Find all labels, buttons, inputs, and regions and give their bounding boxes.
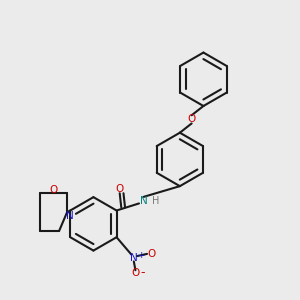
Text: O: O [50,185,58,195]
Text: H: H [152,196,159,206]
Text: +: + [137,250,145,260]
Text: O: O [131,268,140,278]
Text: O: O [147,249,155,259]
Text: N: N [130,253,138,263]
Text: N: N [66,211,74,221]
Text: N: N [140,196,148,206]
Text: O: O [116,184,124,194]
Text: O: O [188,114,196,124]
Text: -: - [140,266,145,279]
